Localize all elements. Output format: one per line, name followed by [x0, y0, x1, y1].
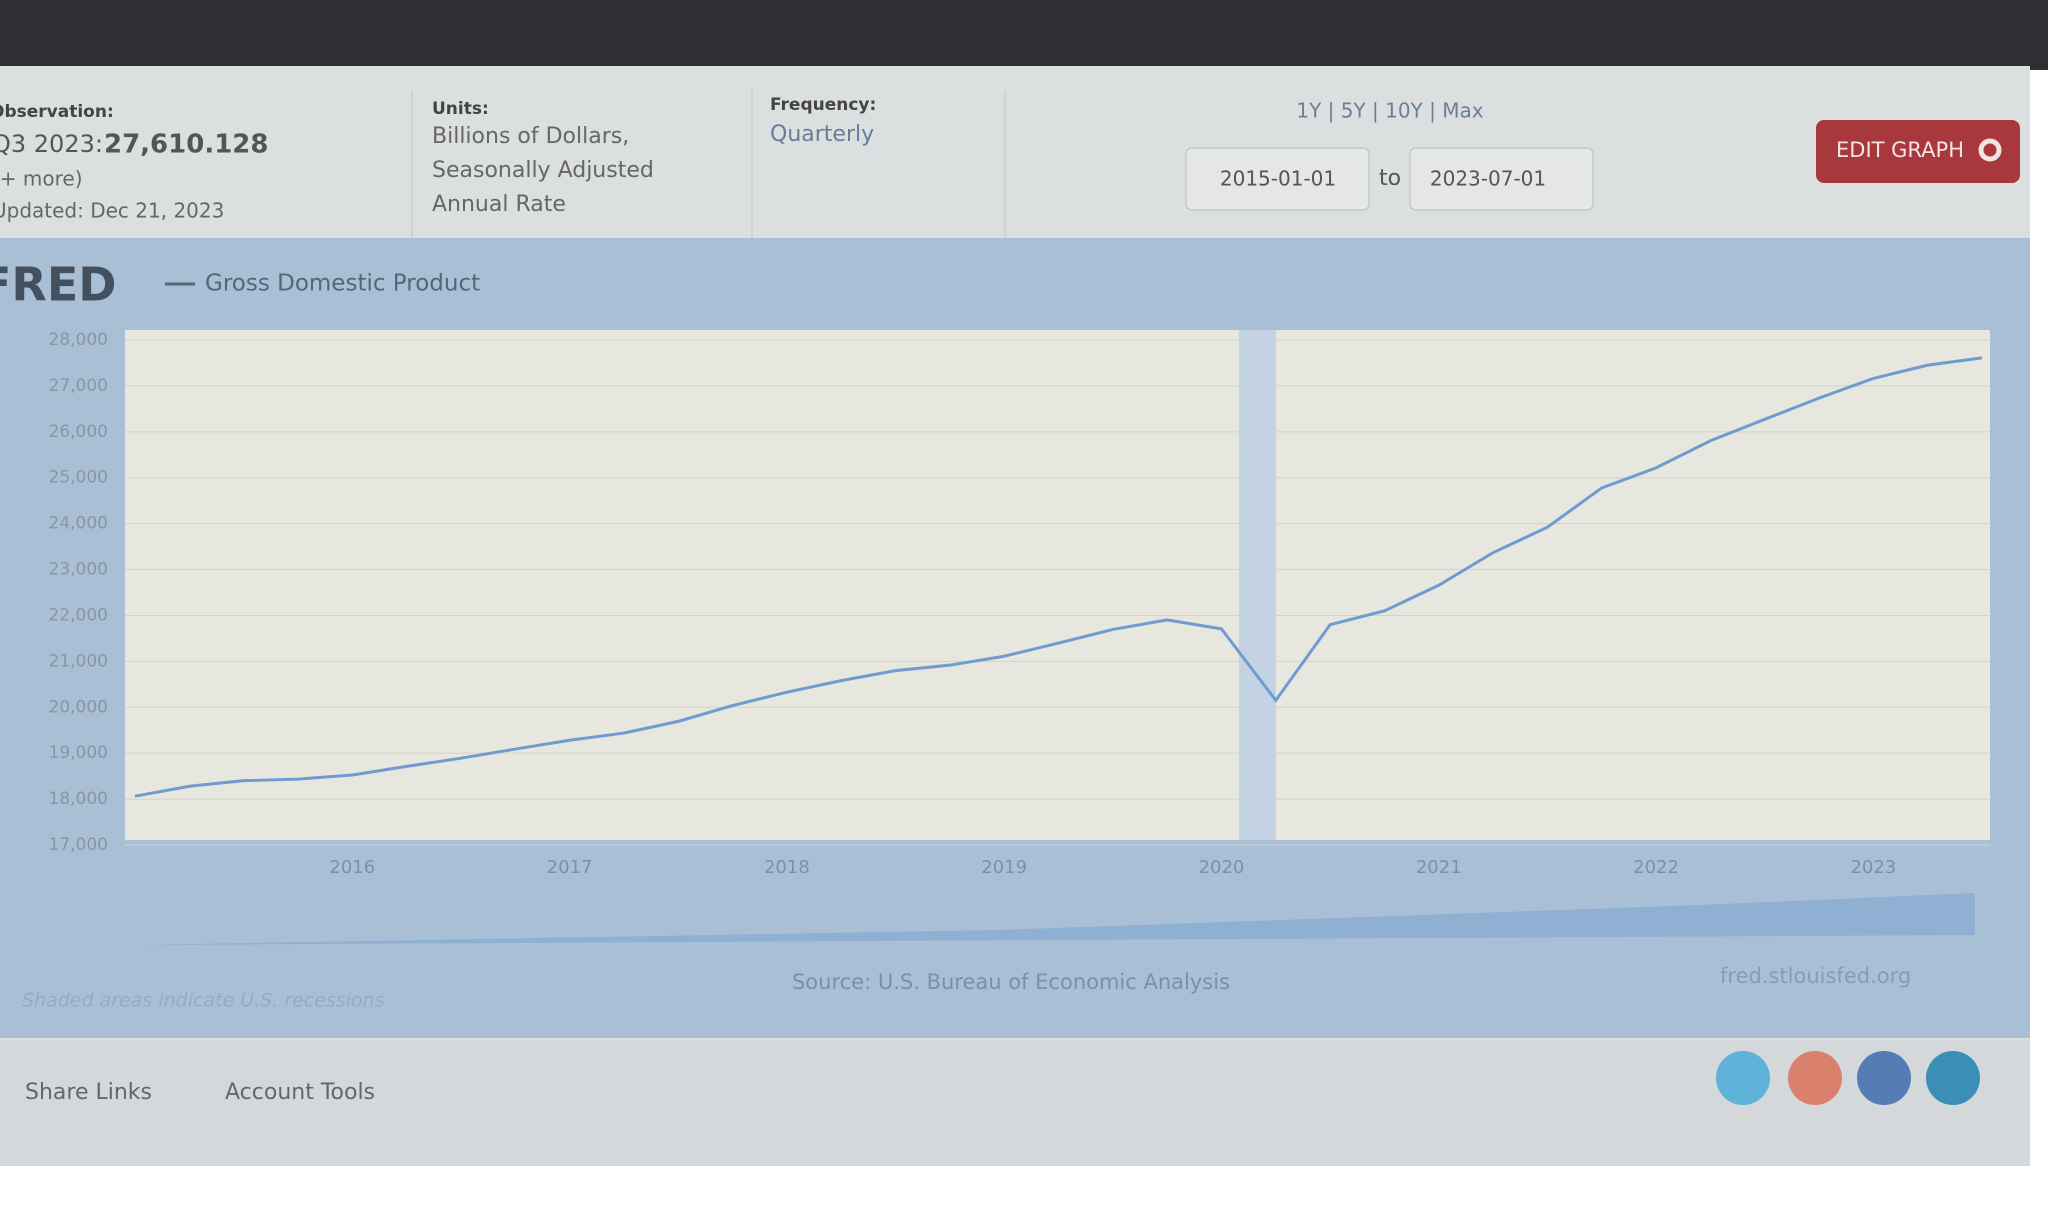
x-tick-label: 2019 — [981, 857, 1027, 878]
source: Source: U.S. Bureau of Economic Analysis — [792, 970, 1230, 994]
y-tick-label: 21,000 — [49, 651, 108, 671]
label: Units: — [432, 99, 489, 119]
date-input[interactable] — [1409, 147, 1594, 211]
account-tools[interactable]: Account Tools — [225, 1080, 375, 1105]
to-label: to — [1379, 166, 1401, 191]
x-tick-label: 2021 — [1416, 857, 1462, 878]
reddit-button[interactable] — [1788, 1051, 1842, 1105]
x-tick-label: 2020 — [1199, 857, 1245, 878]
series-line — [134, 356, 1983, 798]
label: Frequency: — [770, 95, 876, 115]
footer-bar — [0, 1040, 2030, 1166]
observation-period: Q3 2023: — [0, 130, 103, 158]
navigator — [135, 893, 1975, 945]
units-line: Billions of Dollars, — [432, 124, 629, 149]
more-link: (+ more) — [0, 167, 83, 191]
date-from: 2015-01-01 — [1220, 167, 1336, 191]
y-tick-label: 17,000 — [49, 835, 108, 855]
y-tick-label: 20,000 — [49, 697, 108, 717]
recession-shade — [1238, 330, 1276, 840]
y-tick-label: 28,000 — [49, 330, 108, 350]
label: Observation: — [0, 102, 114, 122]
y-tick-label: 27,000 — [49, 376, 108, 396]
x-tick-label: 2023 — [1850, 857, 1896, 878]
y-tick-label: 24,000 — [49, 514, 108, 534]
x-tick-label: 2016 — [329, 857, 375, 878]
y-tick-label: 18,000 — [49, 789, 108, 809]
y-tick-label: 26,000 — [49, 422, 108, 442]
y-tick-label: 25,000 — [49, 468, 108, 488]
frequency-value: Quarterly — [770, 122, 874, 147]
bezel — [0, 0, 2048, 70]
units-line: Seasonally Adjusted — [432, 158, 654, 183]
fred-logo: FRED — [0, 258, 116, 312]
facebook-button[interactable] — [1857, 1051, 1911, 1105]
linkedin-button[interactable] — [1926, 1051, 1980, 1105]
updated: Updated: Dec 21, 2023 — [0, 199, 224, 223]
x-tick-label: 2017 — [547, 857, 593, 878]
x-tick-label: 2022 — [1633, 857, 1679, 878]
range-links[interactable]: 1Y | 5Y | 10Y | Max — [1296, 99, 1483, 123]
edit-graph-button[interactable] — [1816, 120, 2020, 183]
plot-background — [125, 330, 1990, 840]
x-tick-label: 2018 — [764, 857, 810, 878]
units-line: Annual Rate — [432, 192, 566, 217]
twitter-button[interactable] — [1716, 1051, 1770, 1105]
y-tick-label: 19,000 — [49, 743, 108, 763]
edit-graph-label: EDIT GRAPH — [1836, 138, 1964, 162]
y-tick-label: 22,000 — [49, 605, 108, 625]
legend-label: Gross Domestic Product — [205, 271, 480, 297]
recession-note: Shaded areas indicate U.S. recessions — [22, 990, 385, 1012]
gear-icon — [1978, 138, 2002, 162]
date-to: 2023-07-01 — [1430, 167, 1546, 191]
y-tick-label: 23,000 — [49, 560, 108, 580]
share-links[interactable]: Share Links — [25, 1080, 152, 1105]
site-link: fred.stlouisfed.org — [1720, 964, 1911, 988]
date-input[interactable] — [1185, 147, 1370, 211]
observation-value: 27,610.128 — [104, 130, 268, 160]
